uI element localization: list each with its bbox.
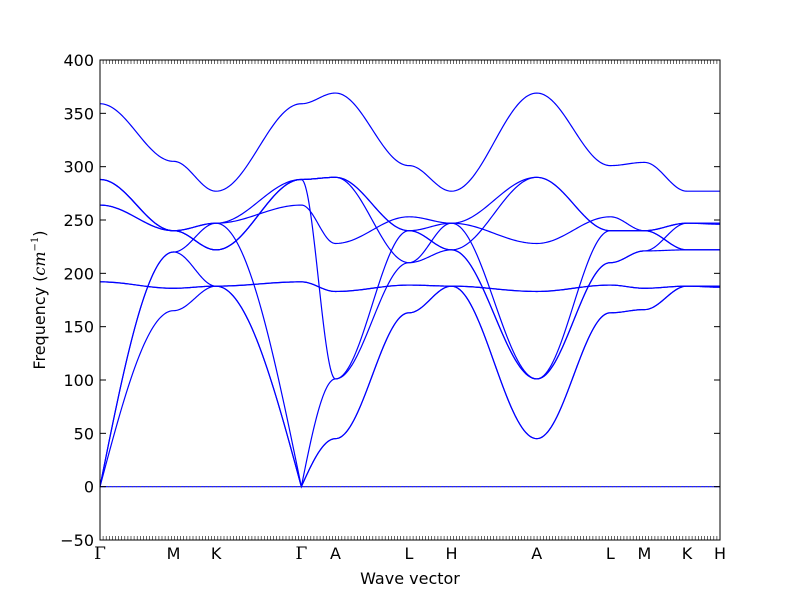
x-axis-title: Wave vector (360, 569, 460, 588)
y-tick-label: 200 (63, 264, 94, 283)
band-lines (99, 92, 720, 489)
x-tick-label: A (330, 544, 341, 563)
y-tick-label: −50 (60, 531, 94, 550)
y-tick-labels: −50 0 50 100 150 200 250 300 350 400 (60, 51, 94, 550)
x-tick-label: Γ (295, 544, 307, 564)
band-5 (99, 281, 720, 293)
x-tick-label: K (682, 544, 693, 563)
y-axis-title-exponent: −1 (30, 237, 41, 252)
y-axis-title-text: Frequency ( (30, 276, 49, 370)
x-tick-label: M (167, 544, 181, 563)
x-tick-label: L (404, 544, 413, 563)
plot-frame (99, 59, 721, 541)
y-tick-label: 150 (63, 318, 94, 337)
y-axis-title-unit: cm (30, 251, 49, 275)
x-tick-label: Γ (94, 544, 106, 564)
y-axis-title-close: ) (30, 230, 49, 236)
y-tick-label: 400 (63, 51, 94, 70)
band-12 (99, 92, 720, 192)
x-tick-label: A (531, 544, 542, 563)
y-tick-label: 50 (74, 424, 94, 443)
x-tick-label: H (446, 544, 458, 563)
band-11 (99, 178, 720, 380)
band-3 (99, 251, 720, 489)
y-tick-label: 0 (84, 478, 94, 497)
y-tick-label: 350 (63, 104, 94, 123)
y-tick-label: 300 (63, 158, 94, 177)
y-tick-label: 100 (63, 371, 94, 390)
y-tick-label: 250 (63, 211, 94, 230)
x-tick-label: M (637, 544, 651, 563)
x-tick-label: K (211, 544, 222, 563)
band-10 (99, 222, 720, 487)
x-tick-label: H (714, 544, 726, 563)
x-tick-label: L (606, 544, 615, 563)
band-8 (99, 178, 720, 245)
y-axis-title: Frequency (cm−1) (30, 230, 49, 369)
